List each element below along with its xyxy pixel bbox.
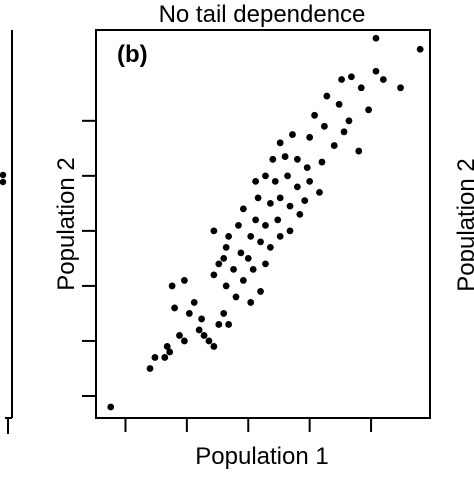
data-point [176,332,183,339]
data-point [365,106,373,114]
data-point [232,293,240,301]
data-point [301,197,309,205]
data-point [220,310,228,317]
data-point [379,76,387,83]
data-point [372,67,380,75]
plot-frame [95,29,431,419]
data-point [237,249,245,257]
data-point [168,282,176,290]
data-point [266,243,274,251]
data-point [195,326,203,334]
data-point [276,232,284,240]
data-point [247,299,255,306]
data-point [262,221,269,229]
data-point [320,122,328,130]
data-point [296,210,304,218]
right-panel-ylabel: Population 2 [453,158,474,291]
data-point [318,158,326,166]
data-point [107,403,115,411]
data-point [289,131,296,138]
x-axis-label: Population 1 [195,443,328,470]
data-point [311,111,318,119]
data-point [254,194,262,202]
data-point [355,147,363,155]
left-panel-point [0,178,7,186]
data-point [230,266,237,273]
data-point [293,155,301,163]
y-axis [82,119,96,397]
y-axis-label: Population 2 [53,157,80,290]
data-point [247,232,255,240]
data-point [357,84,365,92]
data-point [222,243,230,251]
data-point [161,354,169,361]
data-point [269,155,277,163]
data-point [335,100,343,108]
data-point [252,177,260,185]
data-point [286,227,294,235]
data-point [262,172,269,180]
data-point [181,277,188,284]
data-point [151,354,159,361]
data-point [281,153,289,160]
data-point [235,221,242,229]
data-point [222,282,230,290]
data-point [200,332,208,339]
data-point [284,172,291,180]
data-points [107,34,424,411]
data-point [271,177,279,185]
left-panel-point [0,171,7,179]
data-point [274,216,282,224]
x-axis [124,418,373,432]
data-point [249,266,257,273]
data-point [185,310,193,317]
data-point [372,34,380,42]
data-point [293,183,301,191]
data-point [262,260,269,268]
data-point [244,254,252,262]
data-point [276,194,284,202]
data-point [348,73,355,81]
data-point [257,238,264,246]
data-point [303,164,311,171]
data-point [397,84,404,92]
data-point [239,277,247,284]
data-point [252,216,260,224]
data-point [276,139,284,147]
data-point [215,321,223,328]
data-point [316,188,323,196]
data-point [257,288,264,295]
data-point [225,232,233,240]
data-point [323,92,331,100]
data-point [306,133,314,141]
data-point [171,304,178,312]
data-point [266,199,274,207]
data-point [416,45,424,53]
data-point [146,365,154,372]
data-point [330,142,338,149]
data-point [163,343,171,350]
data-point [210,271,218,279]
data-point [210,227,218,235]
data-point [190,299,198,306]
data-point [338,76,345,83]
data-point [239,205,247,213]
data-point [210,343,218,350]
data-point [225,321,233,328]
data-point [166,348,174,356]
data-point [215,260,223,268]
data-point [181,337,188,345]
data-point [198,315,206,323]
panel-label: (b) [117,41,148,68]
data-point [340,128,348,136]
data-point [345,117,353,125]
chart-title: No tail dependence [159,1,366,28]
data-point [205,337,213,345]
data-point [220,254,228,262]
data-point [306,177,314,185]
data-point [286,202,294,210]
